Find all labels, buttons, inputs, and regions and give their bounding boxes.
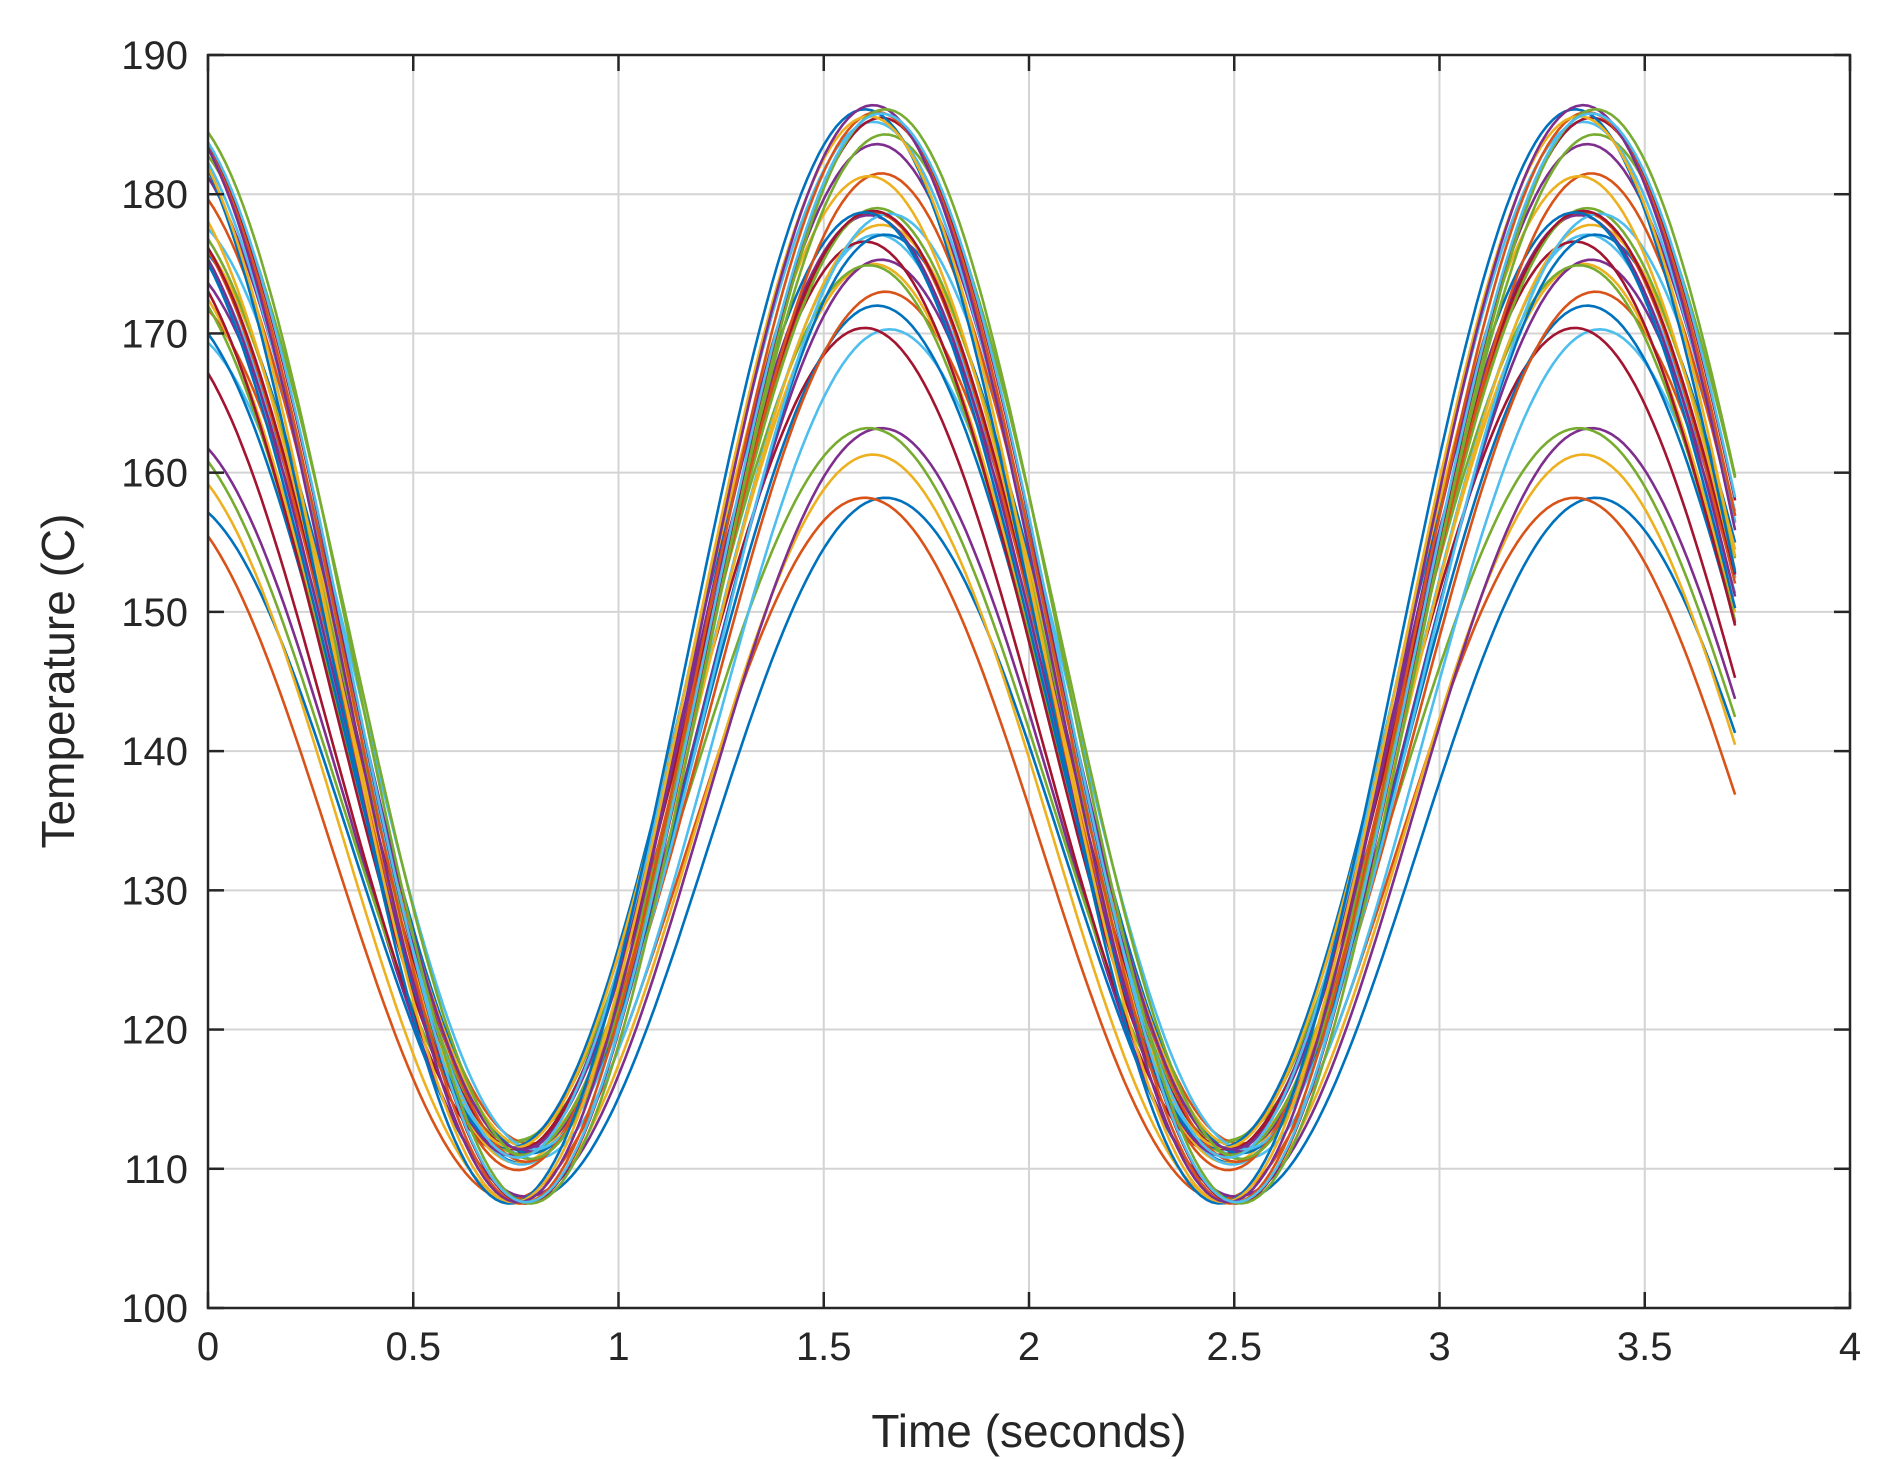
series-line xyxy=(206,112,1737,1204)
series-line xyxy=(206,103,1737,1204)
x-tick-label: 2 xyxy=(1018,1325,1040,1369)
y-tick-label: 150 xyxy=(121,591,188,635)
x-tick-label: 3 xyxy=(1428,1325,1450,1369)
axis-ticks xyxy=(206,53,1852,1310)
x-axis-label: Time (seconds) xyxy=(871,1405,1186,1457)
x-tick-label: 3.5 xyxy=(1617,1325,1673,1369)
y-tick-label: 140 xyxy=(121,730,188,774)
x-tick-label: 0.5 xyxy=(385,1325,441,1369)
y-tick-label: 170 xyxy=(121,312,188,356)
y-tick-label: 160 xyxy=(121,452,188,496)
y-axis-label: Temperature (C) xyxy=(32,514,84,849)
series-line xyxy=(206,496,1737,1201)
x-tick-label: 4 xyxy=(1839,1325,1861,1369)
x-tick-label: 1 xyxy=(607,1325,629,1369)
series-line xyxy=(206,108,1737,1205)
series-line xyxy=(206,115,1737,1204)
series-lines xyxy=(206,103,1737,1205)
y-tick-label: 100 xyxy=(121,1287,188,1331)
y-tick-labels: 100 110 120 130 140 150 160 170 180 190 xyxy=(121,34,188,1331)
series-line xyxy=(206,108,1737,1205)
y-tick-label: 130 xyxy=(121,869,188,913)
x-tick-label: 0 xyxy=(197,1325,219,1369)
series-line xyxy=(206,110,1737,1205)
y-tick-label: 190 xyxy=(121,34,188,78)
y-tick-label: 110 xyxy=(124,1148,188,1192)
y-tick-label: 180 xyxy=(121,173,188,217)
x-tick-label: 1.5 xyxy=(796,1325,852,1369)
x-tick-labels: 0 0.5 1 1.5 2 2.5 3 3.5 4 xyxy=(197,1325,1861,1369)
x-tick-label: 2.5 xyxy=(1206,1325,1262,1369)
y-tick-label: 120 xyxy=(121,1009,188,1053)
